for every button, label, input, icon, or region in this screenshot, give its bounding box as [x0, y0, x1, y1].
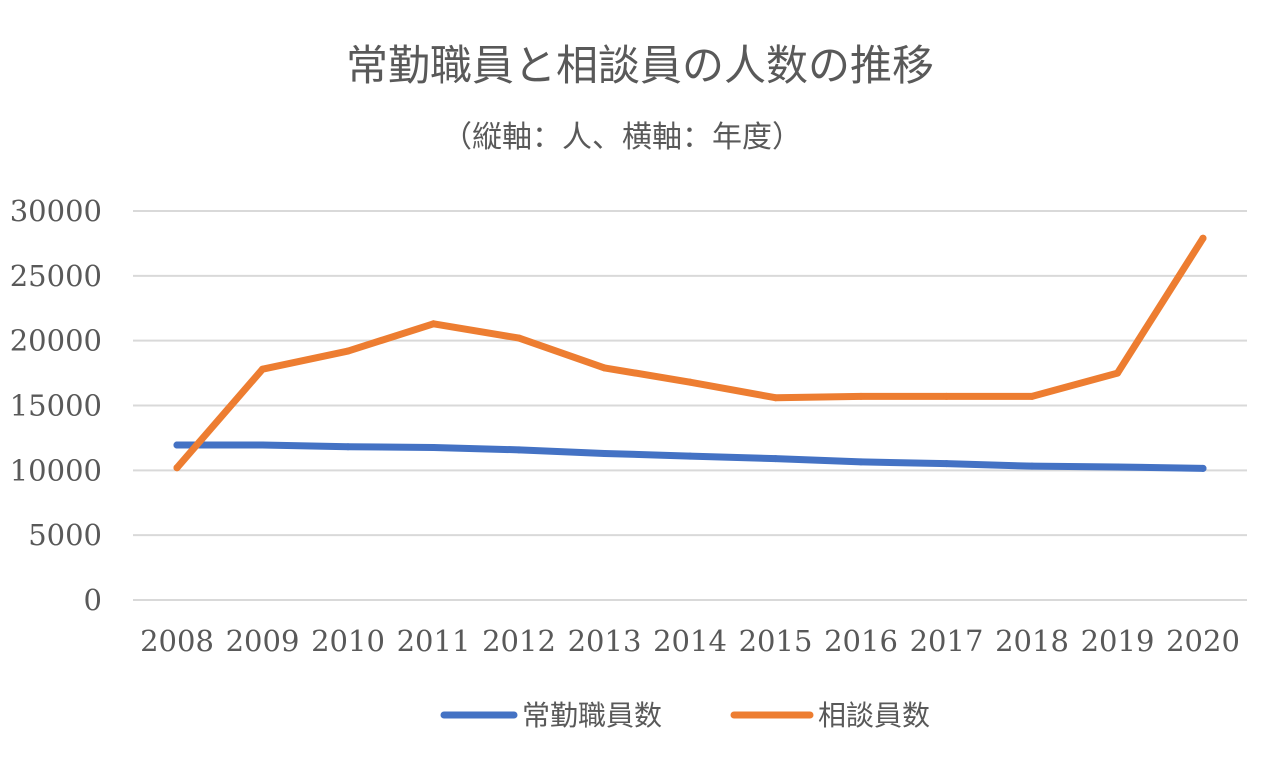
x-tick-label-2011: 2011: [397, 624, 471, 658]
data-point-s1-2010: [344, 443, 352, 451]
data-point-s1-2016: [857, 458, 865, 466]
data-point-s2-2015: [772, 394, 779, 402]
gridlines: [133, 210, 1247, 601]
x-tick-label-2017: 2017: [910, 624, 984, 658]
chart-title: 常勤職員と相談員の人数の推移: [346, 41, 934, 90]
y-tick-label-25000: 25000: [10, 259, 102, 293]
y-tick-label-15000: 15000: [10, 389, 102, 423]
data-point-s2-2017: [943, 392, 950, 400]
data-point-s1-2012: [515, 446, 523, 454]
series-1: [173, 441, 1207, 472]
data-point-s2-2016: [857, 392, 865, 400]
data-point-s2-2019: [1114, 369, 1121, 377]
x-tick-label-2009: 2009: [226, 624, 300, 658]
data-point-s2-2020: [1199, 234, 1207, 242]
x-tick-label-2012: 2012: [482, 624, 556, 658]
data-point-s1-2017: [943, 460, 950, 468]
data-point-s1-2014: [686, 452, 694, 460]
data-point-s2-2008: [173, 464, 181, 472]
y-tick-label-10000: 10000: [10, 453, 102, 487]
x-tick-label-2010: 2010: [311, 624, 385, 658]
x-tick-label-2016: 2016: [824, 624, 898, 658]
data-point-s2-2012: [515, 334, 523, 342]
y-tick-label-5000: 5000: [28, 518, 102, 552]
data-point-s1-2013: [601, 449, 608, 457]
data-point-s2-2010: [344, 347, 352, 355]
y-tick-label-0: 0: [84, 583, 102, 617]
series-lines: [173, 234, 1207, 472]
data-point-s1-2011: [430, 444, 437, 452]
data-point-s1-2015: [772, 455, 779, 463]
data-point-s1-2020: [1199, 464, 1207, 472]
x-tick-label-2019: 2019: [1081, 624, 1155, 658]
x-axis-tick-labels: 2008 2009 2010 2011 2012 2013 2014 2015 2016 2017…: [140, 624, 1240, 658]
legend-label-1: 常勤職員数: [522, 699, 662, 732]
x-tick-label-2020: 2020: [1166, 624, 1240, 658]
data-point-s2-2011: [430, 320, 437, 328]
data-point-s2-2018: [1028, 392, 1036, 400]
y-tick-label-20000: 20000: [10, 324, 102, 358]
x-tick-label-2014: 2014: [653, 624, 727, 658]
data-point-s2-2013: [601, 364, 608, 372]
legend: 常勤職員数 相談員数: [440, 699, 930, 732]
y-tick-label-30000: 30000: [10, 194, 102, 228]
y-axis-tick-labels: 0 5000 10000 15000 20000 25000 30000: [10, 194, 102, 617]
data-point-s1-2008: [173, 441, 181, 449]
x-tick-label-2013: 2013: [568, 624, 642, 658]
series-2: [173, 234, 1207, 472]
x-tick-label-2018: 2018: [995, 624, 1069, 658]
data-point-s2-2009: [259, 365, 266, 373]
series-line-2: [173, 234, 1207, 472]
data-point-s2-2014: [686, 378, 694, 386]
data-point-s1-2018: [1028, 462, 1036, 470]
data-point-s1-2019: [1114, 463, 1121, 471]
chart-subtitle: （縦軸：人、横軸：年度）: [442, 120, 802, 155]
x-tick-label-2008: 2008: [140, 624, 214, 658]
x-tick-label-2015: 2015: [739, 624, 813, 658]
data-point-s1-2009: [259, 441, 266, 449]
legend-label-2: 相談員数: [818, 699, 930, 732]
